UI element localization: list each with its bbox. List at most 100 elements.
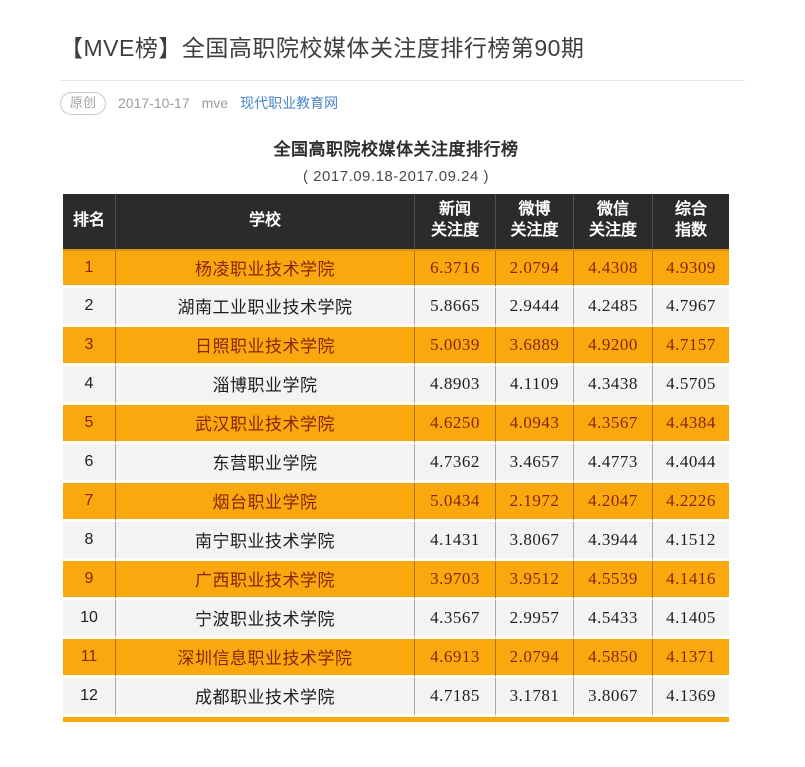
index-cell: 4.1512 — [652, 521, 729, 561]
rank-cell: 7 — [63, 482, 115, 522]
column-header-rank: 排名 — [63, 193, 115, 249]
news-cell: 5.0434 — [414, 482, 495, 522]
school-cell: 湖南工业职业技术学院 — [115, 287, 414, 327]
rank-cell: 5 — [63, 404, 115, 444]
header-row: 排名 学校 新闻 关注度 微博 关注度 微信 关注度 综合 指数 — [63, 193, 729, 249]
index-cell: 4.5705 — [652, 365, 729, 405]
school-cell: 烟台职业学院 — [115, 482, 414, 522]
column-header-news: 新闻 关注度 — [414, 193, 495, 249]
index-cell: 4.7967 — [652, 287, 729, 327]
title-divider — [60, 79, 745, 81]
news-cell: 4.8903 — [414, 365, 495, 405]
wechat-cell: 4.3438 — [573, 365, 652, 405]
news-cell: 5.0039 — [414, 326, 495, 366]
rank-cell: 4 — [63, 365, 115, 405]
school-cell: 宁波职业技术学院 — [115, 599, 414, 639]
weibo-cell: 3.8067 — [495, 521, 573, 561]
original-badge: 原创 — [60, 91, 107, 115]
next-row-sliver — [63, 716, 729, 722]
table-row: 5 武汉职业技术学院 4.6250 4.0943 4.3567 4.4384 — [63, 404, 729, 444]
table-row: 1 杨凌职业技术学院 6.3716 2.0794 4.4308 4.9309 — [63, 248, 729, 288]
school-cell: 淄博职业学院 — [115, 365, 414, 405]
weibo-cell: 3.9512 — [495, 560, 573, 600]
author-name: mve — [201, 95, 229, 112]
school-cell: 杨凌职业技术学院 — [115, 248, 414, 288]
news-cell: 4.7185 — [414, 677, 495, 717]
weibo-cell: 2.0794 — [495, 638, 573, 678]
table-row: 3 日照职业技术学院 5.0039 3.6889 4.9200 4.7157 — [63, 326, 729, 366]
news-cell: 4.3567 — [414, 599, 495, 639]
index-cell: 4.1416 — [652, 560, 729, 600]
news-cell: 3.9703 — [414, 560, 495, 600]
column-header-weibo: 微博 关注度 — [495, 193, 573, 249]
rank-cell: 2 — [63, 287, 115, 327]
news-cell: 6.3716 — [414, 248, 495, 288]
table-row: 6 东营职业学院 4.7362 3.4657 4.4773 4.4044 — [63, 443, 729, 483]
rank-cell: 10 — [63, 599, 115, 639]
ranking-title: 全国高职院校媒体关注度排行榜 — [273, 139, 519, 159]
index-cell: 4.9309 — [652, 248, 729, 288]
rank-cell: 1 — [63, 248, 115, 288]
rank-cell: 11 — [63, 638, 115, 678]
index-cell: 4.7157 — [652, 326, 729, 366]
rank-cell: 6 — [63, 443, 115, 483]
table-head: 排名 学校 新闻 关注度 微博 关注度 微信 关注度 综合 指数 — [63, 193, 729, 249]
index-cell: 4.4384 — [652, 404, 729, 444]
school-cell: 南宁职业技术学院 — [115, 521, 414, 561]
table-row: 7 烟台职业学院 5.0434 2.1972 4.2047 4.2226 — [63, 482, 729, 522]
weibo-cell: 3.1781 — [495, 677, 573, 717]
column-header-wechat: 微信 关注度 — [573, 193, 652, 249]
wechat-cell: 4.3944 — [573, 521, 652, 561]
rank-cell: 12 — [63, 677, 115, 717]
news-cell: 4.1431 — [414, 521, 495, 561]
wechat-cell: 4.4773 — [573, 443, 652, 483]
index-cell: 4.1405 — [652, 599, 729, 639]
rank-cell: 3 — [63, 326, 115, 366]
school-cell: 广西职业技术学院 — [115, 560, 414, 600]
table-row: 12 成都职业技术学院 4.7185 3.1781 3.8067 4.1369 — [63, 677, 729, 717]
article-title: 【MVE榜】全国高职院校媒体关注度排行榜第90期 — [60, 35, 585, 61]
article-meta: 原创 2017-10-17 mve 现代职业教育网 — [60, 91, 745, 115]
index-cell: 4.1369 — [652, 677, 729, 717]
wechat-cell: 4.2485 — [573, 287, 652, 327]
table-row: 10 宁波职业技术学院 4.3567 2.9957 4.5433 4.1405 — [63, 599, 729, 639]
rank-cell: 9 — [63, 560, 115, 600]
weibo-cell: 4.1109 — [495, 365, 573, 405]
ranking-period: ( 2017.09.18-2017.09.24 ) — [303, 167, 489, 185]
school-cell: 武汉职业技术学院 — [115, 404, 414, 444]
news-cell: 4.6913 — [414, 638, 495, 678]
wechat-cell: 3.8067 — [573, 677, 652, 717]
school-cell: 成都职业技术学院 — [115, 677, 414, 717]
table-body: 1 杨凌职业技术学院 6.3716 2.0794 4.4308 4.9309 2 湖南工业职业… — [63, 248, 729, 717]
table-row: 4 淄博职业学院 4.8903 4.1109 4.3438 4.5705 — [63, 365, 729, 405]
wechat-cell: 4.5433 — [573, 599, 652, 639]
publish-date: 2017-10-17 — [118, 95, 190, 112]
source-link[interactable]: 现代职业教育网 — [240, 95, 339, 112]
school-cell: 东营职业学院 — [115, 443, 414, 483]
news-cell: 5.8665 — [414, 287, 495, 327]
wechat-cell: 4.2047 — [573, 482, 652, 522]
weibo-cell: 2.9444 — [495, 287, 573, 327]
column-header-index: 综合 指数 — [652, 193, 729, 249]
column-header-school: 学校 — [115, 193, 414, 249]
table-row: 2 湖南工业职业技术学院 5.8665 2.9444 4.2485 4.7967 — [63, 287, 729, 327]
weibo-cell: 4.0943 — [495, 404, 573, 444]
wechat-cell: 4.4308 — [573, 248, 652, 288]
weibo-cell: 2.0794 — [495, 248, 573, 288]
index-cell: 4.2226 — [652, 482, 729, 522]
school-cell: 深圳信息职业技术学院 — [115, 638, 414, 678]
index-cell: 4.1371 — [652, 638, 729, 678]
table-row: 11 深圳信息职业技术学院 4.6913 2.0794 4.5850 4.1371 — [63, 638, 729, 678]
table-row: 9 广西职业技术学院 3.9703 3.9512 4.5539 4.1416 — [63, 560, 729, 600]
ranking-header: 全国高职院校媒体关注度排行榜 ( 2017.09.18-2017.09.24 ) — [63, 135, 729, 185]
index-cell: 4.4044 — [652, 443, 729, 483]
weibo-cell: 3.6889 — [495, 326, 573, 366]
wechat-cell: 4.5850 — [573, 638, 652, 678]
wechat-cell: 4.5539 — [573, 560, 652, 600]
news-cell: 4.6250 — [414, 404, 495, 444]
news-cell: 4.7362 — [414, 443, 495, 483]
ranking-table: 排名 学校 新闻 关注度 微博 关注度 微信 关注度 综合 指数 1 杨凌职业技术学院 6.3716 2… — [63, 193, 729, 717]
weibo-cell: 2.1972 — [495, 482, 573, 522]
article-header: 【MVE榜】全国高职院校媒体关注度排行榜第90期 原创 2017-10-17 m… — [0, 0, 805, 115]
